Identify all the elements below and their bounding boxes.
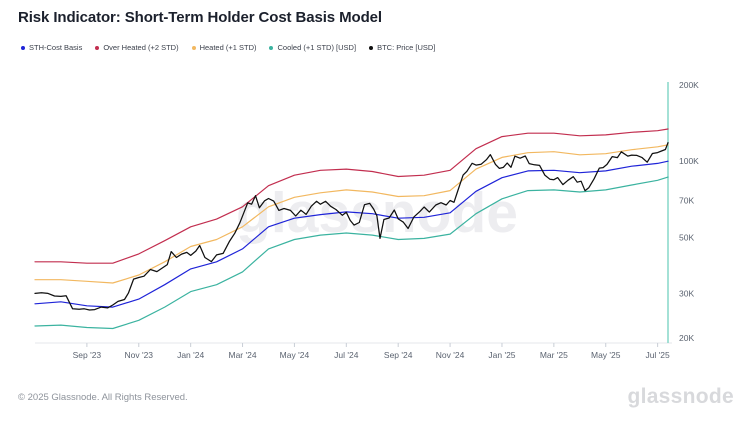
y-axis-label: 70K bbox=[679, 195, 694, 205]
cooled-legend-dot-icon bbox=[269, 45, 274, 50]
y-axis-label: 200K bbox=[679, 80, 699, 90]
legend-item-btc_price[interactable]: BTC: Price [USD] bbox=[369, 43, 435, 52]
x-axis-label: Nov '24 bbox=[436, 350, 465, 360]
series-line-btc_price bbox=[34, 142, 669, 311]
x-axis-label: Mar '25 bbox=[540, 350, 568, 360]
x-axis-label: Jan '24 bbox=[177, 350, 204, 360]
y-axis-label: 30K bbox=[679, 288, 694, 298]
legend-item-over_heated[interactable]: Over Heated (+2 STD) bbox=[95, 43, 179, 52]
sth_cost_basis-legend-dot-icon bbox=[21, 45, 25, 50]
over_heated-legend-dot-icon bbox=[95, 45, 100, 50]
glassnode-watermark: glassnode bbox=[236, 181, 518, 245]
x-axis-label: Jan '25 bbox=[488, 350, 515, 360]
series-line-sth_cost_basis bbox=[34, 160, 669, 308]
x-axis-label: Sep '24 bbox=[384, 350, 413, 360]
legend-label: Over Heated (+2 STD) bbox=[103, 43, 179, 52]
y-axis-label: 100K bbox=[679, 156, 699, 166]
y-axis-label: 20K bbox=[679, 333, 694, 343]
x-axis-label: May '25 bbox=[591, 350, 621, 360]
x-axis-label: May '24 bbox=[280, 350, 310, 360]
x-axis-label: Mar '24 bbox=[229, 350, 257, 360]
page-title: Risk Indicator: Short-Term Holder Cost B… bbox=[18, 9, 382, 26]
legend-item-heated[interactable]: Heated (+1 STD) bbox=[191, 43, 257, 52]
series-line-cooled bbox=[34, 176, 669, 330]
glassnode-logo: glassnode bbox=[627, 385, 734, 408]
x-axis-label: Sep '23 bbox=[73, 350, 102, 360]
legend-label: STH-Cost Basis bbox=[29, 43, 83, 52]
y-axis-label: 50K bbox=[679, 232, 694, 242]
chart-legend: STH-Cost Basis Over Heated (+2 STD) Heated… bbox=[21, 43, 435, 52]
series-line-heated bbox=[34, 144, 669, 284]
x-axis-label: Nov '23 bbox=[124, 350, 153, 360]
series-line-over_heated bbox=[34, 128, 669, 264]
legend-item-cooled[interactable]: Cooled (+1 STD) [USD] bbox=[269, 43, 356, 52]
legend-item-sth_cost_basis[interactable]: STH-Cost Basis bbox=[21, 43, 82, 52]
legend-label: BTC: Price [USD] bbox=[377, 43, 436, 52]
legend-label: Heated (+1 STD) bbox=[199, 43, 257, 52]
copyright-text: © 2025 Glassnode. All Rights Reserved. bbox=[18, 392, 188, 403]
legend-label: Cooled (+1 STD) [USD] bbox=[277, 43, 357, 52]
heated-legend-dot-icon bbox=[191, 45, 196, 50]
x-axis-label: Jul '24 bbox=[334, 350, 359, 360]
btc_price-legend-dot-icon bbox=[369, 45, 374, 50]
x-axis-label: Jul '25 bbox=[645, 350, 670, 360]
